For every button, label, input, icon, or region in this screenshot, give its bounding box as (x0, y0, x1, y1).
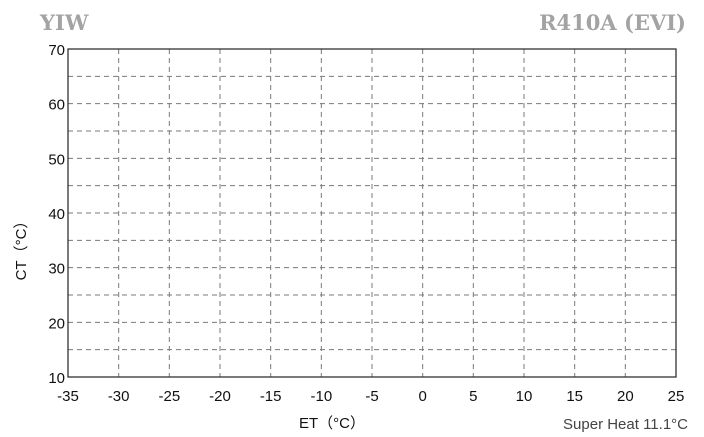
y-tick-label: 20 (48, 315, 65, 332)
x-tick-label: -35 (57, 388, 79, 405)
x-tick-label: 25 (668, 388, 685, 405)
x-tick-label: 20 (617, 388, 634, 405)
header-refrigerant-label: R410A (EVI) (539, 10, 686, 35)
x-tick-label: 10 (516, 388, 533, 405)
x-tick-label: -30 (108, 388, 130, 405)
grid-lines (68, 49, 676, 377)
super-heat-annotation: Super Heat 11.1°C (563, 416, 688, 433)
x-tick-label: 0 (418, 388, 426, 405)
y-tick-labels: 10 20 30 40 50 60 70 (48, 42, 65, 387)
x-tick-label: 15 (566, 388, 583, 405)
x-tick-label: -20 (209, 388, 231, 405)
x-tick-label: -25 (158, 388, 180, 405)
y-tick-label: 60 (48, 97, 65, 114)
x-tick-labels: -35 -30 -25 -20 -15 -10 -5 0 5 10 15 20 25 (57, 388, 684, 405)
y-tick-label: 70 (48, 42, 65, 59)
y-tick-label: 50 (48, 151, 65, 168)
x-tick-label: -10 (310, 388, 332, 405)
header-model-label: YIW (40, 10, 89, 35)
y-tick-label: 40 (48, 206, 65, 223)
x-tick-label: -15 (260, 388, 282, 405)
plot-area-frame (67, 48, 677, 378)
y-tick-label: 10 (48, 370, 65, 387)
y-tick-label: 30 (48, 261, 65, 278)
x-tick-label: 5 (469, 388, 477, 405)
x-axis-label: ET（°C） (299, 415, 365, 432)
x-tick-label: -5 (365, 388, 378, 405)
y-axis-label: CT（°C） (13, 214, 30, 281)
